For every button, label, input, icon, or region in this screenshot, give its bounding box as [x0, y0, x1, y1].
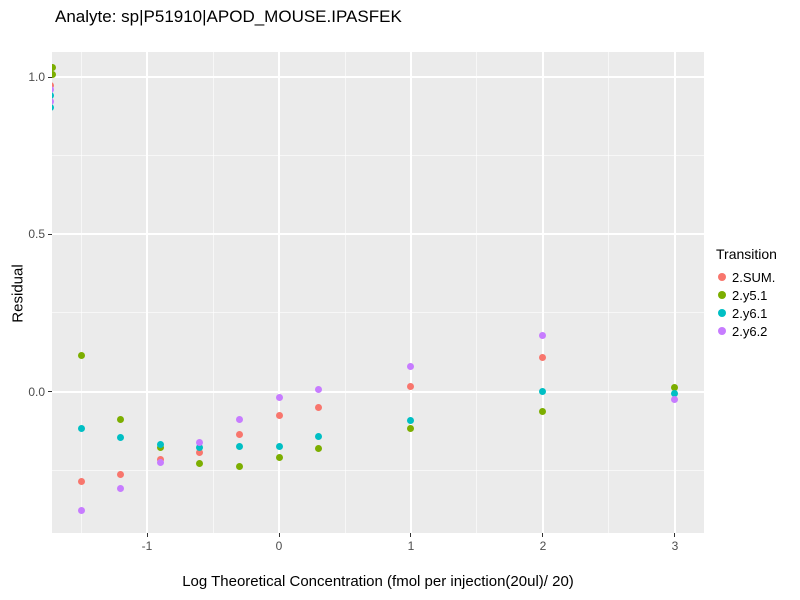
legend-item: 2.y6.2 — [714, 322, 777, 340]
data-point — [275, 411, 283, 419]
legend-title: Transition — [716, 246, 777, 262]
legend-key-dot — [718, 327, 726, 335]
plot-panel — [52, 52, 704, 533]
data-point — [52, 97, 55, 105]
data-point — [539, 331, 547, 339]
data-point — [235, 416, 243, 423]
data-point — [52, 86, 55, 94]
data-point — [52, 103, 55, 111]
data-point — [407, 362, 415, 370]
x-major-gridline — [146, 52, 149, 533]
data-point — [77, 506, 85, 514]
data-point — [77, 351, 85, 359]
data-point — [671, 395, 679, 403]
legend-key-dot — [718, 291, 726, 299]
data-point — [117, 484, 125, 492]
legend-item: 2.y6.1 — [714, 304, 777, 322]
data-point — [539, 408, 547, 416]
legend: Transition 2.SUM. 2.y5.1 2.y6.1 2.y6.2 — [714, 246, 777, 340]
data-point — [156, 458, 164, 466]
x-minor-gridline — [212, 52, 214, 533]
data-point — [671, 389, 679, 397]
data-point — [671, 384, 679, 392]
data-point — [539, 354, 547, 362]
y-tick-mark — [48, 76, 52, 78]
x-tick-mark — [146, 533, 148, 537]
y-major-gridline — [52, 76, 704, 79]
data-point — [275, 453, 283, 461]
data-point — [52, 71, 57, 79]
legend-item-label: 2.y6.1 — [732, 305, 768, 321]
data-point — [117, 434, 125, 442]
y-tick-mark — [48, 391, 52, 393]
data-point — [407, 424, 415, 432]
y-tick-label: 0.0 — [28, 384, 45, 399]
y-major-gridline — [52, 233, 704, 236]
legend-key-dot — [718, 309, 726, 317]
data-point — [407, 382, 415, 390]
data-point — [235, 442, 243, 450]
x-tick-label: 2 — [539, 539, 547, 553]
y-minor-gridline — [52, 312, 704, 314]
x-tick-label: 0 — [275, 539, 283, 553]
x-minor-gridline — [80, 52, 82, 533]
y-major-gridline — [52, 390, 704, 393]
data-point — [117, 416, 125, 423]
data-point — [52, 91, 55, 99]
x-tick-label: 1 — [407, 539, 415, 553]
y-axis-title: Residual — [9, 264, 27, 323]
x-tick-mark — [674, 533, 676, 537]
legend-item: 2.y5.1 — [714, 286, 777, 304]
plot-title: Analyte: sp|P51910|APOD_MOUSE.IPASFEK — [55, 7, 402, 26]
x-minor-gridline — [344, 52, 346, 533]
data-point — [156, 441, 164, 449]
x-tick-label: 3 — [671, 539, 679, 553]
x-tick-mark — [542, 533, 544, 537]
data-point — [315, 386, 323, 394]
data-point — [275, 443, 283, 451]
data-point — [315, 403, 323, 411]
data-point — [77, 425, 85, 433]
legend-item-label: 2.y5.1 — [732, 287, 768, 303]
data-point — [52, 81, 55, 89]
legend-key-dot — [718, 273, 726, 281]
x-axis-title: Log Theoretical Concentration (fmol per … — [182, 573, 574, 590]
x-major-gridline — [409, 52, 412, 533]
y-tick-label: 1.0 — [28, 70, 45, 85]
data-point — [275, 393, 283, 401]
x-minor-gridline — [476, 52, 478, 533]
data-point — [77, 478, 85, 486]
data-point — [117, 470, 125, 478]
data-point — [235, 462, 243, 470]
data-point — [196, 460, 204, 468]
legend-item-label: 2.SUM. — [732, 269, 776, 285]
x-minor-gridline — [608, 52, 610, 533]
y-tick-label: 0.5 — [28, 227, 45, 242]
x-tick-mark — [410, 533, 412, 537]
y-tick-mark — [48, 233, 52, 235]
data-point — [315, 432, 323, 440]
x-major-gridline — [278, 52, 280, 533]
legend-item: 2.SUM. — [714, 268, 777, 286]
data-point — [407, 416, 415, 424]
y-minor-gridline — [52, 155, 704, 157]
data-point — [196, 444, 204, 452]
data-point — [196, 449, 204, 457]
legend-item-label: 2.y6.2 — [732, 323, 768, 339]
data-point — [235, 431, 243, 439]
data-point — [196, 439, 204, 447]
legend-items: 2.SUM. 2.y5.1 2.y6.1 2.y6.2 — [714, 268, 777, 340]
x-tick-mark — [278, 533, 280, 537]
data-point — [315, 444, 323, 452]
data-point — [52, 64, 57, 72]
y-minor-gridline — [52, 469, 704, 471]
x-tick-label: -1 — [141, 539, 153, 553]
x-major-gridline — [541, 52, 544, 533]
x-major-gridline — [673, 52, 676, 533]
data-point — [539, 388, 547, 396]
